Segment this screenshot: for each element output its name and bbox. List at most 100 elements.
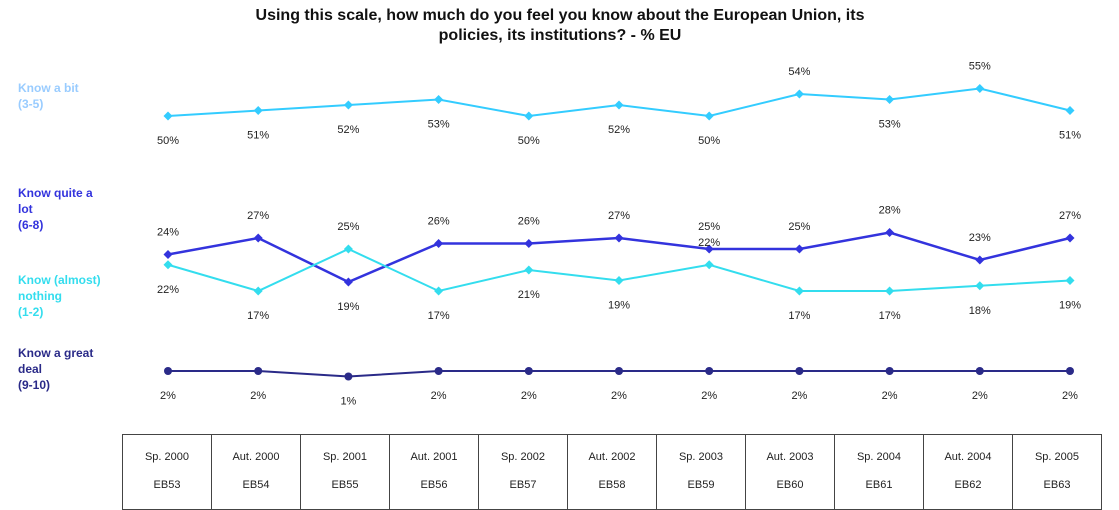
data-label-0-5: 52% — [608, 124, 630, 136]
data-label-0-6: 50% — [698, 135, 720, 147]
data-label-2-8: 17% — [879, 310, 901, 322]
data-point-0-6 — [704, 111, 714, 121]
x-wave-label-4: EB57 — [478, 479, 568, 510]
data-label-1-9: 23% — [969, 232, 991, 244]
data-point-3-1 — [254, 367, 263, 375]
data-label-0-9: 55% — [969, 61, 991, 73]
data-point-0-4 — [524, 111, 534, 121]
data-point-2-0 — [163, 260, 173, 270]
data-point-2-4 — [524, 265, 534, 275]
series-label-know-a-great-deal: Know a great deal (9-10) — [18, 346, 94, 392]
data-label-3-8: 2% — [882, 390, 898, 402]
data-point-1-5 — [614, 233, 624, 243]
x-wave-label-5: EB58 — [567, 479, 657, 510]
x-wave-label-1: EB54 — [211, 479, 301, 510]
data-point-0-9 — [975, 84, 985, 93]
data-point-1-6 — [704, 244, 714, 254]
data-label-2-9: 18% — [969, 305, 991, 317]
series-label-know-quite-a-lot: Know quite a lot (6-8) — [18, 186, 93, 232]
data-point-0-0 — [163, 111, 173, 121]
data-label-1-0: 24% — [157, 227, 179, 239]
data-point-1-7 — [794, 244, 804, 254]
data-point-1-1 — [253, 233, 263, 243]
data-label-1-8: 28% — [879, 205, 901, 217]
data-label-1-2: 19% — [337, 301, 359, 313]
data-point-3-7 — [795, 367, 804, 375]
data-label-0-2: 52% — [337, 124, 359, 136]
x-wave-label-9: EB62 — [923, 479, 1013, 510]
data-point-2-5 — [614, 276, 624, 285]
data-label-2-7: 17% — [788, 310, 810, 322]
data-label-0-8: 53% — [879, 119, 901, 131]
data-label-1-7: 25% — [788, 221, 810, 233]
data-point-0-8 — [885, 95, 895, 104]
data-label-1-5: 27% — [608, 210, 630, 222]
data-label-0-4: 50% — [518, 135, 540, 147]
data-label-2-5: 19% — [608, 300, 630, 312]
line-chart: 50% 51% 52% 53% 50% 52% 50% 54% 53% 55% 51% 24% 27% 1… — [157, 61, 1081, 408]
x-tick-label-10: Sp. 2005 — [1012, 434, 1102, 479]
data-point-2-8 — [885, 286, 895, 296]
data-label-2-10: 19% — [1059, 300, 1081, 312]
x-tick-label-2: Sp. 2001 — [300, 434, 390, 479]
x-axis-wave-row: EB53 EB54 EB55 EB56 EB57 EB58 EB59 EB60 EB61 EB62… — [122, 479, 1102, 510]
x-wave-label-7: EB60 — [745, 479, 835, 510]
x-wave-label-10: EB63 — [1012, 479, 1102, 510]
data-point-3-9 — [975, 367, 984, 375]
data-label-3-1: 2% — [250, 390, 266, 402]
x-tick-label-5: Aut. 2002 — [567, 434, 657, 479]
data-point-2-1 — [253, 286, 263, 296]
x-wave-label-8: EB61 — [834, 479, 924, 510]
data-label-1-10: 27% — [1059, 210, 1081, 222]
data-label-3-0: 2% — [160, 390, 176, 402]
data-label-0-1: 51% — [247, 130, 269, 142]
data-point-2-2 — [343, 244, 353, 254]
data-point-3-6 — [705, 367, 714, 375]
x-wave-label-3: EB56 — [389, 479, 479, 510]
data-label-2-0: 22% — [157, 284, 179, 296]
data-point-2-7 — [794, 286, 804, 296]
x-tick-label-4: Sp. 2002 — [478, 434, 568, 479]
data-label-3-6: 2% — [701, 390, 717, 402]
data-label-1-3: 26% — [428, 216, 450, 228]
data-label-2-6: 22% — [698, 237, 720, 249]
data-label-1-1: 27% — [247, 210, 269, 222]
data-point-1-10 — [1065, 233, 1075, 243]
data-point-3-4 — [524, 367, 533, 375]
data-point-3-2 — [344, 372, 353, 381]
data-label-2-2: 25% — [337, 221, 359, 233]
data-point-0-10 — [1065, 106, 1075, 115]
data-point-3-3 — [434, 367, 443, 375]
data-label-0-0: 50% — [157, 135, 179, 147]
data-point-0-5 — [614, 100, 624, 110]
series-label-know-almost-nothing: Know (almost) nothing (1-2) — [18, 273, 101, 319]
data-label-3-2: 1% — [340, 396, 356, 408]
x-tick-label-0: Sp. 2000 — [122, 434, 212, 479]
data-point-1-9 — [975, 255, 985, 265]
x-wave-label-2: EB55 — [300, 479, 390, 510]
x-tick-label-8: Sp. 2004 — [834, 434, 924, 479]
data-label-3-7: 2% — [791, 390, 807, 402]
data-point-2-6 — [704, 260, 714, 270]
data-label-2-1: 17% — [247, 310, 269, 322]
data-label-0-7: 54% — [788, 66, 810, 78]
data-point-2-10 — [1065, 276, 1075, 285]
data-label-3-3: 2% — [431, 390, 447, 402]
data-label-0-10: 51% — [1059, 130, 1081, 142]
data-point-1-8 — [885, 228, 895, 237]
data-label-1-6: 25% — [698, 221, 720, 233]
x-wave-label-6: EB59 — [656, 479, 746, 510]
x-wave-label-0: EB53 — [122, 479, 212, 510]
data-point-0-7 — [794, 89, 804, 99]
chart-title: Using this scale, how much do you feel y… — [255, 7, 865, 44]
data-label-1-4: 26% — [518, 216, 540, 228]
data-point-2-9 — [975, 281, 985, 291]
data-point-1-0 — [163, 250, 173, 259]
data-point-0-1 — [253, 106, 263, 115]
data-point-1-3 — [434, 239, 444, 248]
data-point-1-4 — [524, 239, 534, 248]
data-label-2-4: 21% — [518, 289, 540, 301]
data-point-0-2 — [343, 100, 353, 110]
data-point-2-3 — [434, 286, 444, 296]
data-point-3-10 — [1066, 367, 1074, 375]
